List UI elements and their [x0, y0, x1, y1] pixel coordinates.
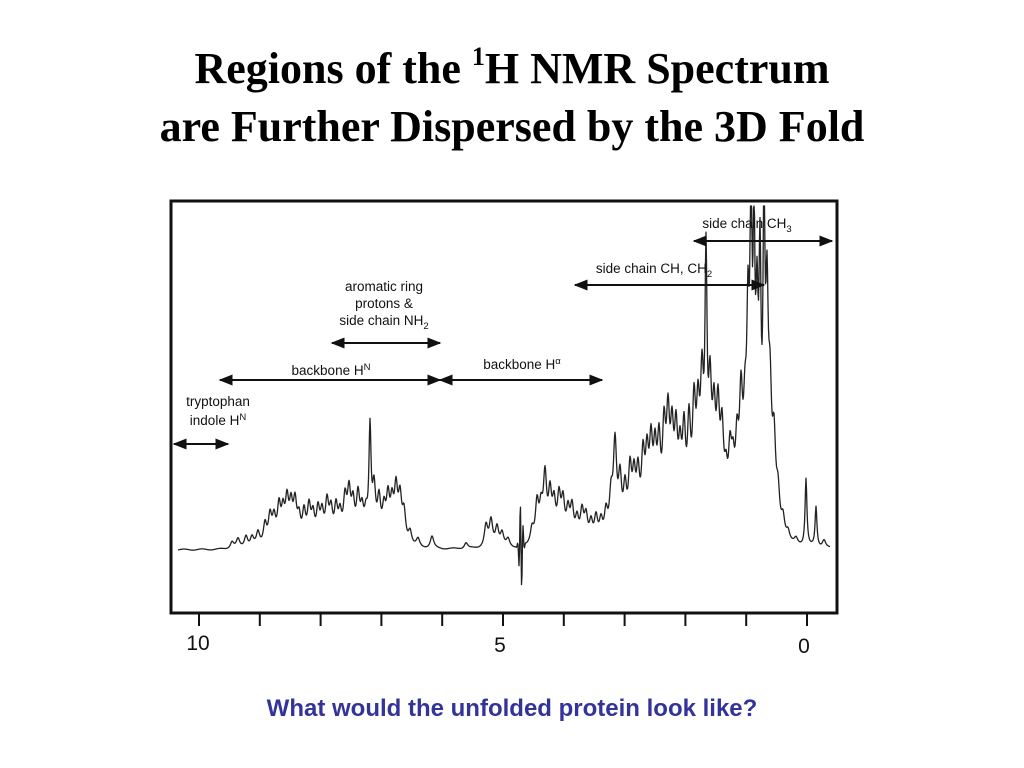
tryptophan-label-line2: indole HN: [190, 412, 247, 428]
tick-label-0: 0: [798, 635, 810, 658]
ch-ch2-label: side chain CH, CH2: [596, 261, 712, 280]
tick-label-5: 5: [494, 634, 506, 657]
tryptophan-label-line1: tryptophan: [186, 394, 250, 409]
title-superscript: 1: [471, 42, 485, 71]
title-line1: Regions of the 1H NMR Spectrum: [194, 42, 830, 94]
aromatic-label-line2: protons &: [355, 296, 413, 311]
plot-frame: [169, 199, 839, 615]
backbone-hn-label: backbone HN: [292, 362, 371, 378]
spectrum-trace: [177, 205, 831, 586]
ppm-axis-ticks: [198, 613, 808, 626]
title-line2: are Further Dispersed by the 3D Fold: [159, 102, 865, 151]
aromatic-label-line3: side chain NH2: [339, 313, 428, 332]
aromatic-label-line1: aromatic ring: [345, 279, 423, 294]
question-text: What would the unfolded protein look lik…: [266, 695, 758, 722]
slide-title: Regions of the 1H NMR Spectrum are Furth…: [0, 40, 1024, 156]
ch3-label: side chain CH3: [702, 216, 791, 235]
backbone-ha-label: backbone Hα: [483, 356, 561, 372]
tick-label-10: 10: [186, 632, 209, 655]
